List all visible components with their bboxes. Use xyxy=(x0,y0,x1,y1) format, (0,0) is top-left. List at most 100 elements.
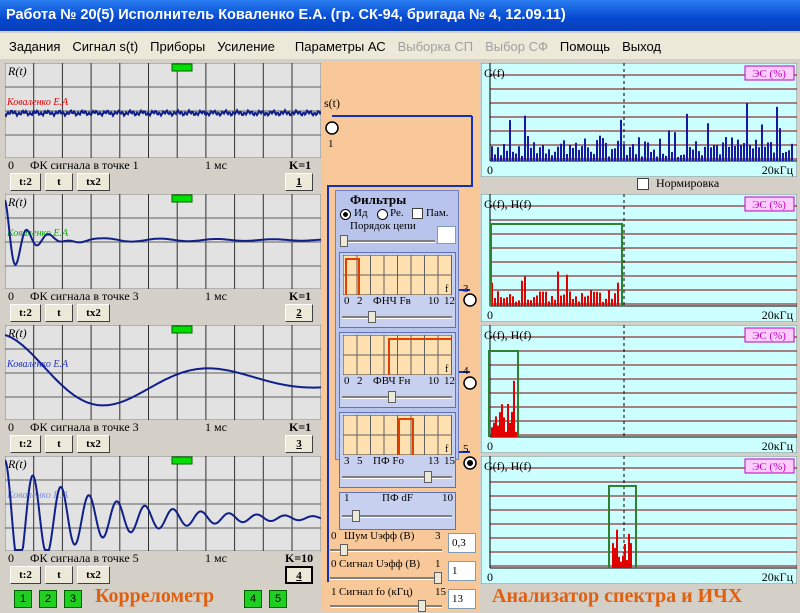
normalize-checkbox[interactable] xyxy=(637,178,649,190)
menu-item[interactable]: Приборы xyxy=(150,39,206,54)
gain-label: K=1 xyxy=(289,158,312,172)
panel-number-button[interactable]: 1 xyxy=(285,173,313,191)
scale-button[interactable]: tx2 xyxy=(77,304,110,322)
x-start-label: 0 xyxy=(8,158,14,172)
filter-tick: 10 xyxy=(428,375,439,387)
control-value[interactable]: 13 xyxy=(448,589,476,609)
scale-button[interactable]: t:2 xyxy=(10,566,41,584)
panel-number-button[interactable]: 3 xyxy=(285,435,313,453)
menu-item[interactable]: Выборка СП xyxy=(397,39,474,54)
filter-axis-label: f xyxy=(445,364,449,375)
point-selector[interactable] xyxy=(463,293,477,307)
order-edit[interactable] xyxy=(437,226,456,244)
es-button xyxy=(744,327,795,343)
menu-item[interactable]: Усиление xyxy=(217,39,275,54)
filter-response xyxy=(488,350,519,437)
scale-button[interactable]: t xyxy=(45,173,73,191)
control-min: 0 xyxy=(331,530,337,542)
slider[interactable] xyxy=(342,310,452,324)
slider-thumb[interactable] xyxy=(367,311,376,323)
menu-item[interactable]: Задания xyxy=(9,39,61,54)
correlation-curve xyxy=(5,459,321,551)
spectrum-plot: G(f), H(f) ЭС (%) 0 20кГц xyxy=(481,325,797,453)
point-button[interactable]: 2 xyxy=(39,590,57,608)
signal-label: s(t) xyxy=(324,96,340,110)
slider-thumb[interactable] xyxy=(434,572,442,584)
slider[interactable] xyxy=(342,390,452,404)
radio-real[interactable] xyxy=(377,209,388,220)
caption: ФК сигнала в точке 3 xyxy=(30,289,139,303)
filter-tick: 0 xyxy=(344,375,350,387)
x-end-label: 20кГц xyxy=(762,308,794,322)
control-label: Сигнал Uэфф (В) xyxy=(339,558,421,570)
y-axis-label: R(t) xyxy=(7,195,27,209)
filter-graph: f xyxy=(343,255,452,295)
y-axis-label: G(f), H(f) xyxy=(484,197,531,211)
point-selector[interactable] xyxy=(463,376,477,390)
scale-button[interactable]: tx2 xyxy=(77,435,110,453)
slider[interactable] xyxy=(330,543,442,557)
signature: Коваленко Е.А xyxy=(6,97,69,108)
slider[interactable] xyxy=(340,234,435,248)
radio-ideal[interactable] xyxy=(340,209,351,220)
control-value[interactable]: 1 xyxy=(448,561,476,581)
radio-real-label: Ре. xyxy=(390,207,404,219)
filter-graph: f xyxy=(343,335,452,375)
slider-track xyxy=(330,577,442,580)
filter-tick: 2 xyxy=(357,375,363,387)
correlation-curve xyxy=(5,334,321,407)
menu-item[interactable]: Параметры АС xyxy=(294,39,386,54)
slider-thumb[interactable] xyxy=(340,544,349,556)
slider[interactable] xyxy=(330,571,442,585)
filter-graph: f xyxy=(343,415,452,455)
window-title: Работа № 20(5) Исполнитель Коваленко Е.А… xyxy=(6,7,566,23)
x-start-label: 0 xyxy=(487,439,493,453)
panel-number-button[interactable]: 2 xyxy=(285,304,313,322)
scale-button[interactable]: tx2 xyxy=(77,173,110,191)
point-button[interactable]: 1 xyxy=(14,590,32,608)
bandwidth-label: ПФ dF xyxy=(382,492,414,504)
filter-tick: 15 xyxy=(444,455,455,467)
scale-button[interactable]: tx2 xyxy=(77,566,110,584)
input-point-label: 1 xyxy=(328,138,334,150)
slider[interactable] xyxy=(342,470,452,484)
scale-button[interactable]: t xyxy=(45,435,73,453)
menu-bar xyxy=(0,33,800,59)
indicator xyxy=(171,63,193,72)
menu-item[interactable]: Сигнал s(t) xyxy=(72,39,139,54)
slider[interactable] xyxy=(342,509,452,523)
x-end-label: 20кГц xyxy=(762,163,794,177)
control-value[interactable]: 0,3 xyxy=(448,533,476,553)
x-end-label: 1 мс xyxy=(205,158,227,172)
slider[interactable] xyxy=(330,599,442,613)
scale-button[interactable]: t xyxy=(45,304,73,322)
point-button[interactable]: 3 xyxy=(64,590,82,608)
point-selector[interactable] xyxy=(325,121,339,135)
es-label: ЭС (%) xyxy=(752,461,786,473)
slider-thumb[interactable] xyxy=(418,600,427,612)
slider-track xyxy=(342,316,452,319)
slider-track xyxy=(330,605,442,608)
slider-thumb[interactable] xyxy=(352,510,361,522)
point-button[interactable]: 4 xyxy=(244,590,262,608)
slider-thumb[interactable] xyxy=(387,391,396,403)
point-button[interactable]: 5 xyxy=(269,590,287,608)
title-bar xyxy=(0,0,800,31)
scale-button[interactable]: t xyxy=(45,566,73,584)
gain-label: K=1 xyxy=(289,289,312,303)
slider-thumb[interactable] xyxy=(340,235,348,247)
scale-button[interactable]: t:2 xyxy=(10,435,41,453)
panel-number-button[interactable]: 4 xyxy=(285,566,313,584)
y-axis-label: G(f), H(f) xyxy=(484,459,531,473)
output-label: 5 xyxy=(463,443,469,455)
memory-checkbox[interactable] xyxy=(412,208,423,219)
slider-thumb[interactable] xyxy=(423,471,432,483)
bandwidth-max: 10 xyxy=(442,492,453,504)
menu-item[interactable]: Выбор СФ xyxy=(485,39,548,54)
scale-button[interactable]: t:2 xyxy=(10,173,41,191)
menu-item[interactable]: Выход xyxy=(622,39,661,54)
filter-name: ФНЧ Fв xyxy=(373,295,411,307)
scale-button[interactable]: t:2 xyxy=(10,304,41,322)
menu-item[interactable]: Помощь xyxy=(559,39,611,54)
x-start-label: 0 xyxy=(487,570,493,584)
